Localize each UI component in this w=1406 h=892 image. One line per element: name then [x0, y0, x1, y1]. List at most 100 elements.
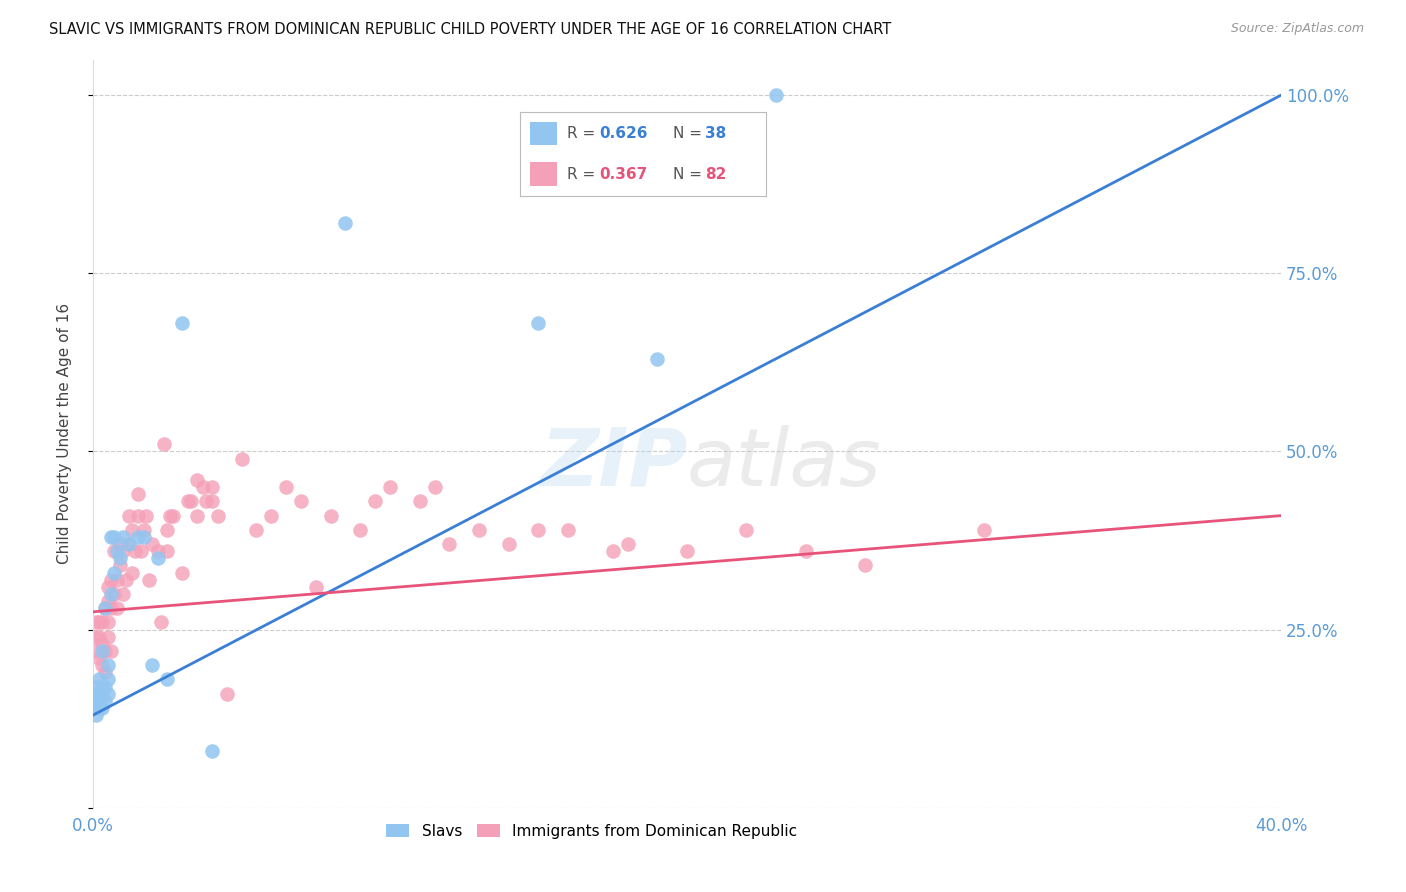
Point — [87, 701, 110, 715]
Point — [105, 544, 128, 558]
Point — [153, 437, 176, 451]
Point — [305, 580, 328, 594]
Point — [84, 615, 107, 630]
Y-axis label: Child Poverty Under the Age of 16: Child Poverty Under the Age of 16 — [58, 303, 72, 565]
Text: 0.367: 0.367 — [599, 167, 647, 182]
Point — [498, 537, 520, 551]
Point — [108, 551, 131, 566]
Point — [141, 658, 163, 673]
Text: R =: R = — [567, 126, 600, 141]
Point — [90, 644, 112, 658]
Point — [87, 651, 110, 665]
Point — [274, 480, 297, 494]
Point — [97, 687, 120, 701]
Point — [87, 673, 110, 687]
Point — [141, 537, 163, 551]
Point — [90, 637, 112, 651]
Point — [87, 630, 110, 644]
Point — [97, 673, 120, 687]
Point — [127, 530, 149, 544]
Text: ZIP: ZIP — [540, 425, 688, 502]
Point — [378, 480, 401, 494]
Point — [90, 687, 112, 701]
Point — [105, 573, 128, 587]
Point — [138, 573, 160, 587]
Point — [97, 615, 120, 630]
Point — [97, 580, 120, 594]
Point — [114, 573, 136, 587]
Point — [409, 494, 432, 508]
Point — [118, 508, 141, 523]
Point — [97, 658, 120, 673]
Point — [201, 744, 224, 758]
Point — [127, 487, 149, 501]
Point — [156, 523, 179, 537]
Text: 82: 82 — [704, 167, 725, 182]
Point — [186, 473, 208, 487]
Text: Source: ZipAtlas.com: Source: ZipAtlas.com — [1230, 22, 1364, 36]
Text: N =: N = — [672, 167, 707, 182]
Point — [108, 537, 131, 551]
Point — [100, 601, 122, 615]
Point — [100, 587, 122, 601]
Point — [87, 615, 110, 630]
Point — [121, 523, 143, 537]
Text: 0.626: 0.626 — [599, 126, 647, 141]
Point — [90, 615, 112, 630]
Point — [103, 587, 125, 601]
Point — [177, 494, 200, 508]
Point — [121, 566, 143, 580]
Point — [794, 544, 817, 558]
Point — [84, 680, 107, 694]
Text: atlas: atlas — [688, 425, 882, 502]
Point — [364, 494, 387, 508]
Point — [94, 665, 117, 680]
Point — [105, 601, 128, 615]
Text: R =: R = — [567, 167, 600, 182]
Legend: Slavs, Immigrants from Dominican Republic: Slavs, Immigrants from Dominican Republi… — [380, 818, 804, 845]
Point — [290, 494, 312, 508]
Point — [118, 537, 141, 551]
Point — [111, 587, 134, 601]
Point — [84, 708, 107, 723]
Point — [201, 494, 224, 508]
Point — [90, 680, 112, 694]
Point — [468, 523, 491, 537]
Point — [735, 523, 758, 537]
Point — [84, 687, 107, 701]
Point — [132, 523, 155, 537]
Point — [148, 551, 170, 566]
Point — [215, 687, 238, 701]
Point — [423, 480, 446, 494]
Point — [94, 694, 117, 708]
Point — [103, 530, 125, 544]
Point — [129, 544, 152, 558]
Point — [231, 451, 253, 466]
Text: 38: 38 — [704, 126, 725, 141]
Point — [260, 508, 283, 523]
Point — [94, 601, 117, 615]
Point — [124, 544, 146, 558]
Point — [87, 694, 110, 708]
Point — [527, 523, 550, 537]
Point — [150, 615, 173, 630]
Bar — [530, 121, 557, 145]
Point — [94, 601, 117, 615]
Point — [103, 566, 125, 580]
Point — [602, 544, 624, 558]
Point — [94, 644, 117, 658]
Point — [191, 480, 214, 494]
Point — [186, 508, 208, 523]
Point — [100, 530, 122, 544]
Point — [111, 544, 134, 558]
Point — [103, 544, 125, 558]
Point — [156, 544, 179, 558]
Point — [84, 630, 107, 644]
Point — [853, 558, 876, 573]
Point — [94, 680, 117, 694]
Point — [616, 537, 638, 551]
Point — [111, 530, 134, 544]
Point — [135, 508, 157, 523]
Point — [87, 687, 110, 701]
Point — [159, 508, 181, 523]
